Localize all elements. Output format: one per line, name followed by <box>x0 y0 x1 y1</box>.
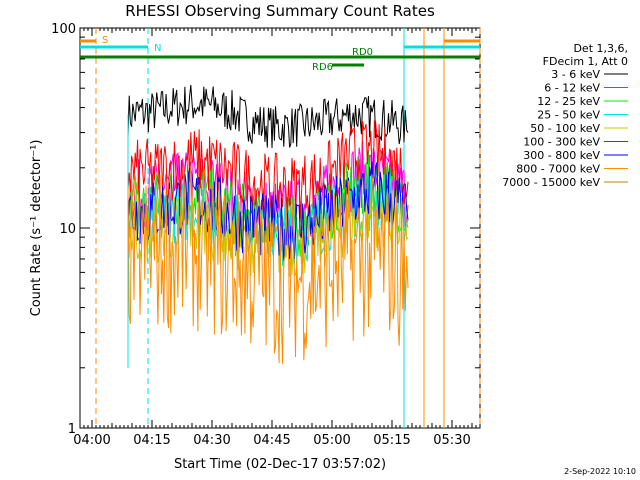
y-axis-label: Count Rate (s⁻¹ detector⁻¹) <box>29 140 44 317</box>
x-tick-label: 04:15 <box>133 433 170 448</box>
footer-timestamp: 2-Sep-2022 10:10 <box>564 467 636 476</box>
x-tick-label: 05:00 <box>313 433 350 448</box>
series-line <box>127 161 409 263</box>
legend-label: 25 - 50 keV <box>537 109 600 122</box>
legend-label: 7000 - 15000 keV <box>502 176 600 189</box>
marker-label: N <box>154 43 161 54</box>
decim-label: RD6 <box>312 62 333 73</box>
series-line <box>127 84 409 149</box>
legend-label: 12 - 25 keV <box>537 95 600 108</box>
legend-label: 100 - 300 keV <box>523 136 600 149</box>
legend-label: 50 - 100 keV <box>530 122 600 135</box>
marker-label: S <box>102 35 108 46</box>
x-axis: 04:00 04:15 04:30 04:45 05:00 05:15 05:30 <box>73 28 481 448</box>
legend-label: 3 - 6 keV <box>551 68 600 81</box>
legend-header: Det 1,3,6, <box>573 42 628 55</box>
series-line <box>127 164 409 364</box>
y-tick-label: 10 <box>59 222 76 237</box>
legend-header: FDecim 1, Att 0 <box>543 55 628 68</box>
x-tick-label: 04:30 <box>193 433 230 448</box>
x-tick-label: 04:45 <box>253 433 290 448</box>
x-tick-label: 05:30 <box>433 433 470 448</box>
y-tick-label: 100 <box>51 22 76 37</box>
series-lines <box>127 84 409 368</box>
x-axis-label: Start Time (02-Dec-17 03:57:02) <box>174 457 386 472</box>
legend-label: 300 - 800 keV <box>523 149 600 162</box>
x-tick-label: 04:00 <box>73 433 110 448</box>
legend-label: 800 - 7000 keV <box>516 163 600 176</box>
series-line <box>127 120 409 220</box>
legend-label: 6 - 12 keV <box>544 82 600 95</box>
x-tick-label: 05:15 <box>373 433 410 448</box>
y-tick-label: 1 <box>68 422 76 437</box>
decim-label: RD0 <box>352 47 373 58</box>
chart-title: RHESSI Observing Summary Count Rates <box>125 2 435 20</box>
